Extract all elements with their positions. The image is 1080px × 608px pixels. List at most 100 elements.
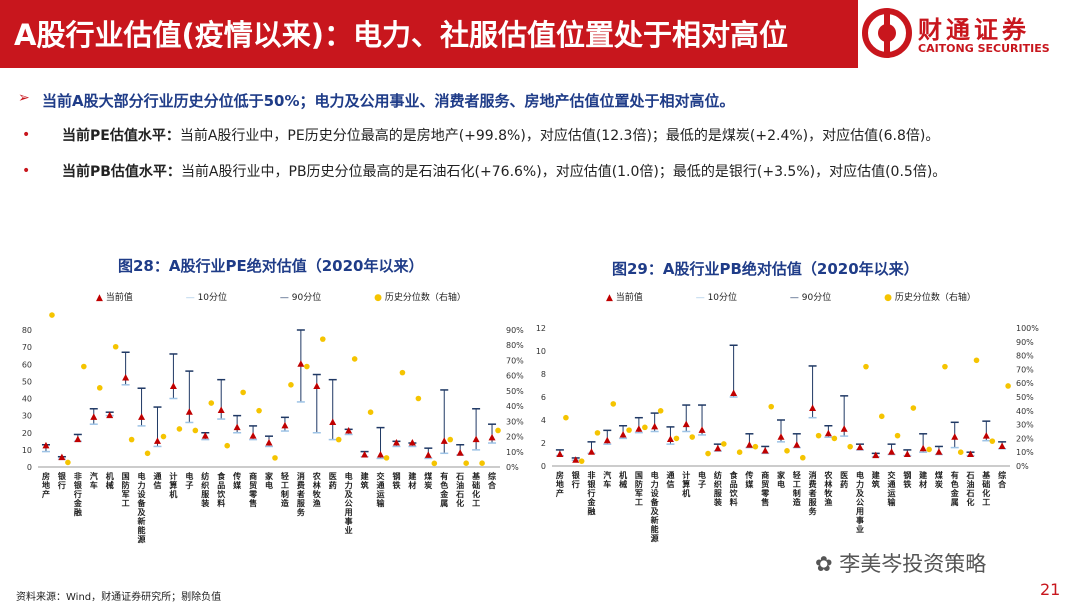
legend-p10: 10分位: [707, 293, 738, 303]
percentile-dot: [973, 357, 980, 364]
y-right-tick-label: 60%: [1016, 379, 1034, 388]
current-value-marker: [153, 437, 161, 444]
percentile-dot: [689, 434, 696, 440]
current-value-marker: [122, 373, 130, 381]
category-label: 建筑: [871, 470, 881, 489]
y-left-tick-label: 30: [22, 412, 32, 421]
current-value-marker: [745, 441, 753, 448]
current-value-marker: [440, 437, 448, 444]
pe-bullet: 当前PE估值水平：当前A股行业中，PE历史分位最高的是房地产(+99.8%)，对…: [62, 125, 939, 145]
percentile-dot: [721, 441, 727, 447]
current-value-marker: [730, 389, 738, 397]
current-value-marker: [456, 449, 464, 456]
y-left-tick-label: 40: [22, 395, 32, 404]
pb-chart: 0 2 4 6 8 10 12 0% 10% 20% 30% 40% 50% 60% 70% 80% 90% 10…: [536, 324, 1039, 543]
category-label: 纺织服装: [713, 470, 723, 507]
current-value-marker: [361, 451, 369, 458]
category-label: 交通运输: [377, 471, 386, 508]
percentile-dot: [256, 407, 262, 414]
y-right-tick-label: 50%: [1016, 393, 1034, 402]
current-value-marker: [297, 360, 305, 367]
percentile-dot: [578, 458, 585, 464]
category-label: 食品饮料: [729, 470, 739, 507]
current-value-marker: [935, 448, 943, 455]
y-right-tick-label: 30%: [1016, 421, 1034, 430]
watermark: ✿ 李美岑投资策略: [815, 548, 986, 578]
current-value-marker: [42, 441, 50, 449]
current-value-marker: [572, 456, 580, 463]
current-value-marker: [249, 432, 257, 439]
percentile-dot: [626, 427, 632, 433]
category-label: 电力设备及新能源: [650, 470, 660, 543]
pe-chart: 0 10 20 30 40 50 60 70 80 0% 10% 20% 30% 40% 50% 60% 70%…: [22, 312, 524, 544]
percentile-dot: [351, 356, 358, 362]
percentile-dot: [208, 400, 215, 406]
category-label: 银行: [571, 470, 581, 489]
brand-logo-icon: [862, 8, 912, 58]
percentile-dot: [383, 455, 390, 461]
category-label: 消费者服务: [808, 470, 818, 516]
category-label: 家电: [777, 470, 786, 489]
category-label: 有色金属: [439, 471, 449, 508]
percentile-dot: [847, 443, 853, 450]
y-left-tick-label: 6: [541, 393, 546, 402]
category-label: 建材: [918, 470, 928, 489]
current-value-marker: [872, 451, 880, 459]
current-value-marker: [169, 382, 177, 390]
pb-bullet-label: 当前PB估值水平：: [62, 164, 181, 180]
percentile-dot: [768, 403, 775, 410]
y-left-tick-label: 0: [27, 463, 32, 472]
percentile-dot: [594, 430, 601, 436]
category-label: 电子: [185, 471, 193, 490]
percentile-dot: [463, 460, 469, 466]
percentile-dot: [926, 446, 932, 453]
current-value-marker: [809, 404, 817, 411]
pb-bullet-text: 当前A股行业中，PB历史分位最高的是石油石化(+76.6%)，对应估值(1.0倍…: [180, 164, 947, 180]
current-value-marker: [967, 450, 975, 457]
current-value-marker: [488, 433, 496, 441]
percentile-dot: [144, 450, 151, 457]
y-left-tick-label: 12: [536, 324, 546, 333]
category-label: 银行: [57, 471, 67, 490]
current-value-marker: [233, 423, 241, 431]
current-value-marker: [201, 432, 209, 439]
category-label: 农林牧渔: [312, 471, 322, 508]
category-label: 食品饮料: [216, 471, 226, 508]
category-label: 非银行金融: [73, 471, 83, 517]
percentile-dot: [304, 363, 310, 370]
y-left-tick-label: 50: [22, 377, 32, 386]
y-right-tick-label: 60%: [506, 372, 524, 381]
legend-p10: 10分位: [197, 293, 228, 303]
current-value-marker: [982, 432, 990, 439]
y-left-tick-label: 4: [541, 416, 546, 425]
category-label: 非银行金融: [586, 470, 596, 516]
percentile-dot: [399, 369, 406, 376]
current-value-marker: [392, 439, 400, 446]
percentile-dot: [752, 443, 759, 450]
percentile-dot: [240, 389, 246, 396]
y-right-tick-label: 0%: [506, 463, 519, 472]
category-label: 房地产: [42, 471, 50, 499]
y-right-tick-label: 10%: [1016, 448, 1034, 457]
percentile-dot: [673, 435, 680, 442]
percentile-dot: [910, 405, 917, 411]
current-value-marker: [840, 425, 848, 432]
percentile-dot: [49, 312, 55, 318]
category-label: 家电: [265, 471, 274, 490]
current-value-marker: [619, 430, 627, 438]
current-value-marker: [74, 435, 82, 443]
category-label: 交通运输: [888, 470, 897, 507]
current-value-marker: [281, 421, 289, 429]
y-right-tick-label: 100%: [1016, 324, 1039, 333]
y-right-tick-label: 50%: [506, 387, 524, 396]
percentile-dot: [288, 382, 294, 388]
category-label: 纺织服装: [200, 471, 210, 508]
percentile-dot: [957, 449, 964, 455]
legend-pct: 历史分位数（右轴）: [384, 293, 466, 303]
category-label: 轻工制造: [793, 470, 801, 507]
percentile-dot: [989, 438, 996, 444]
current-value-marker: [698, 426, 706, 433]
category-label: 国防军工: [122, 471, 130, 508]
category-label: 钢铁: [392, 471, 400, 490]
category-label: 机械: [106, 471, 114, 490]
